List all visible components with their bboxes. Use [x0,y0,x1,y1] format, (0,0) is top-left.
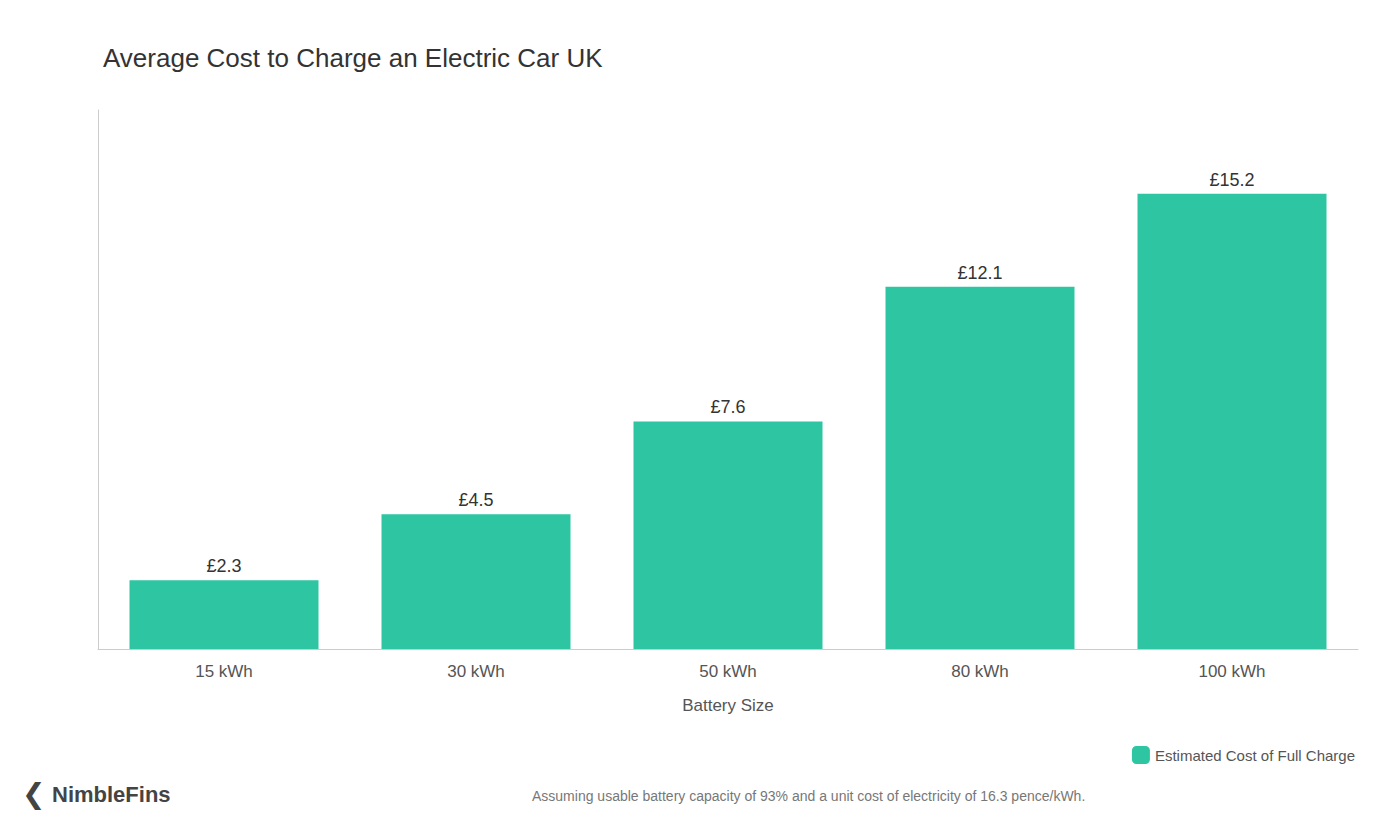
svg-text:£7.6: £7.6 [710,397,745,417]
svg-text:❮: ❮ [22,778,45,810]
svg-text:NimbleFins: NimbleFins [52,782,171,807]
svg-text:50 kWh: 50 kWh [699,662,757,681]
svg-text:Average Cost to Charge an Elec: Average Cost to Charge an Electric Car U… [103,43,603,73]
svg-text:Estimated Cost of Full Charge: Estimated Cost of Full Charge [1155,747,1355,764]
svg-text:£4.5: £4.5 [458,490,493,510]
svg-text:£12.1: £12.1 [957,263,1002,283]
svg-text:Battery Size: Battery Size [682,696,774,715]
svg-text:£2.3: £2.3 [206,556,241,576]
svg-text:80 kWh: 80 kWh [951,662,1009,681]
svg-text:30 kWh: 30 kWh [447,662,505,681]
svg-text:£15.2: £15.2 [1209,170,1254,190]
svg-text:15 kWh: 15 kWh [195,662,253,681]
svg-text:Assuming usable battery capaci: Assuming usable battery capacity of 93% … [532,788,1085,804]
svg-text:100 kWh: 100 kWh [1198,662,1265,681]
